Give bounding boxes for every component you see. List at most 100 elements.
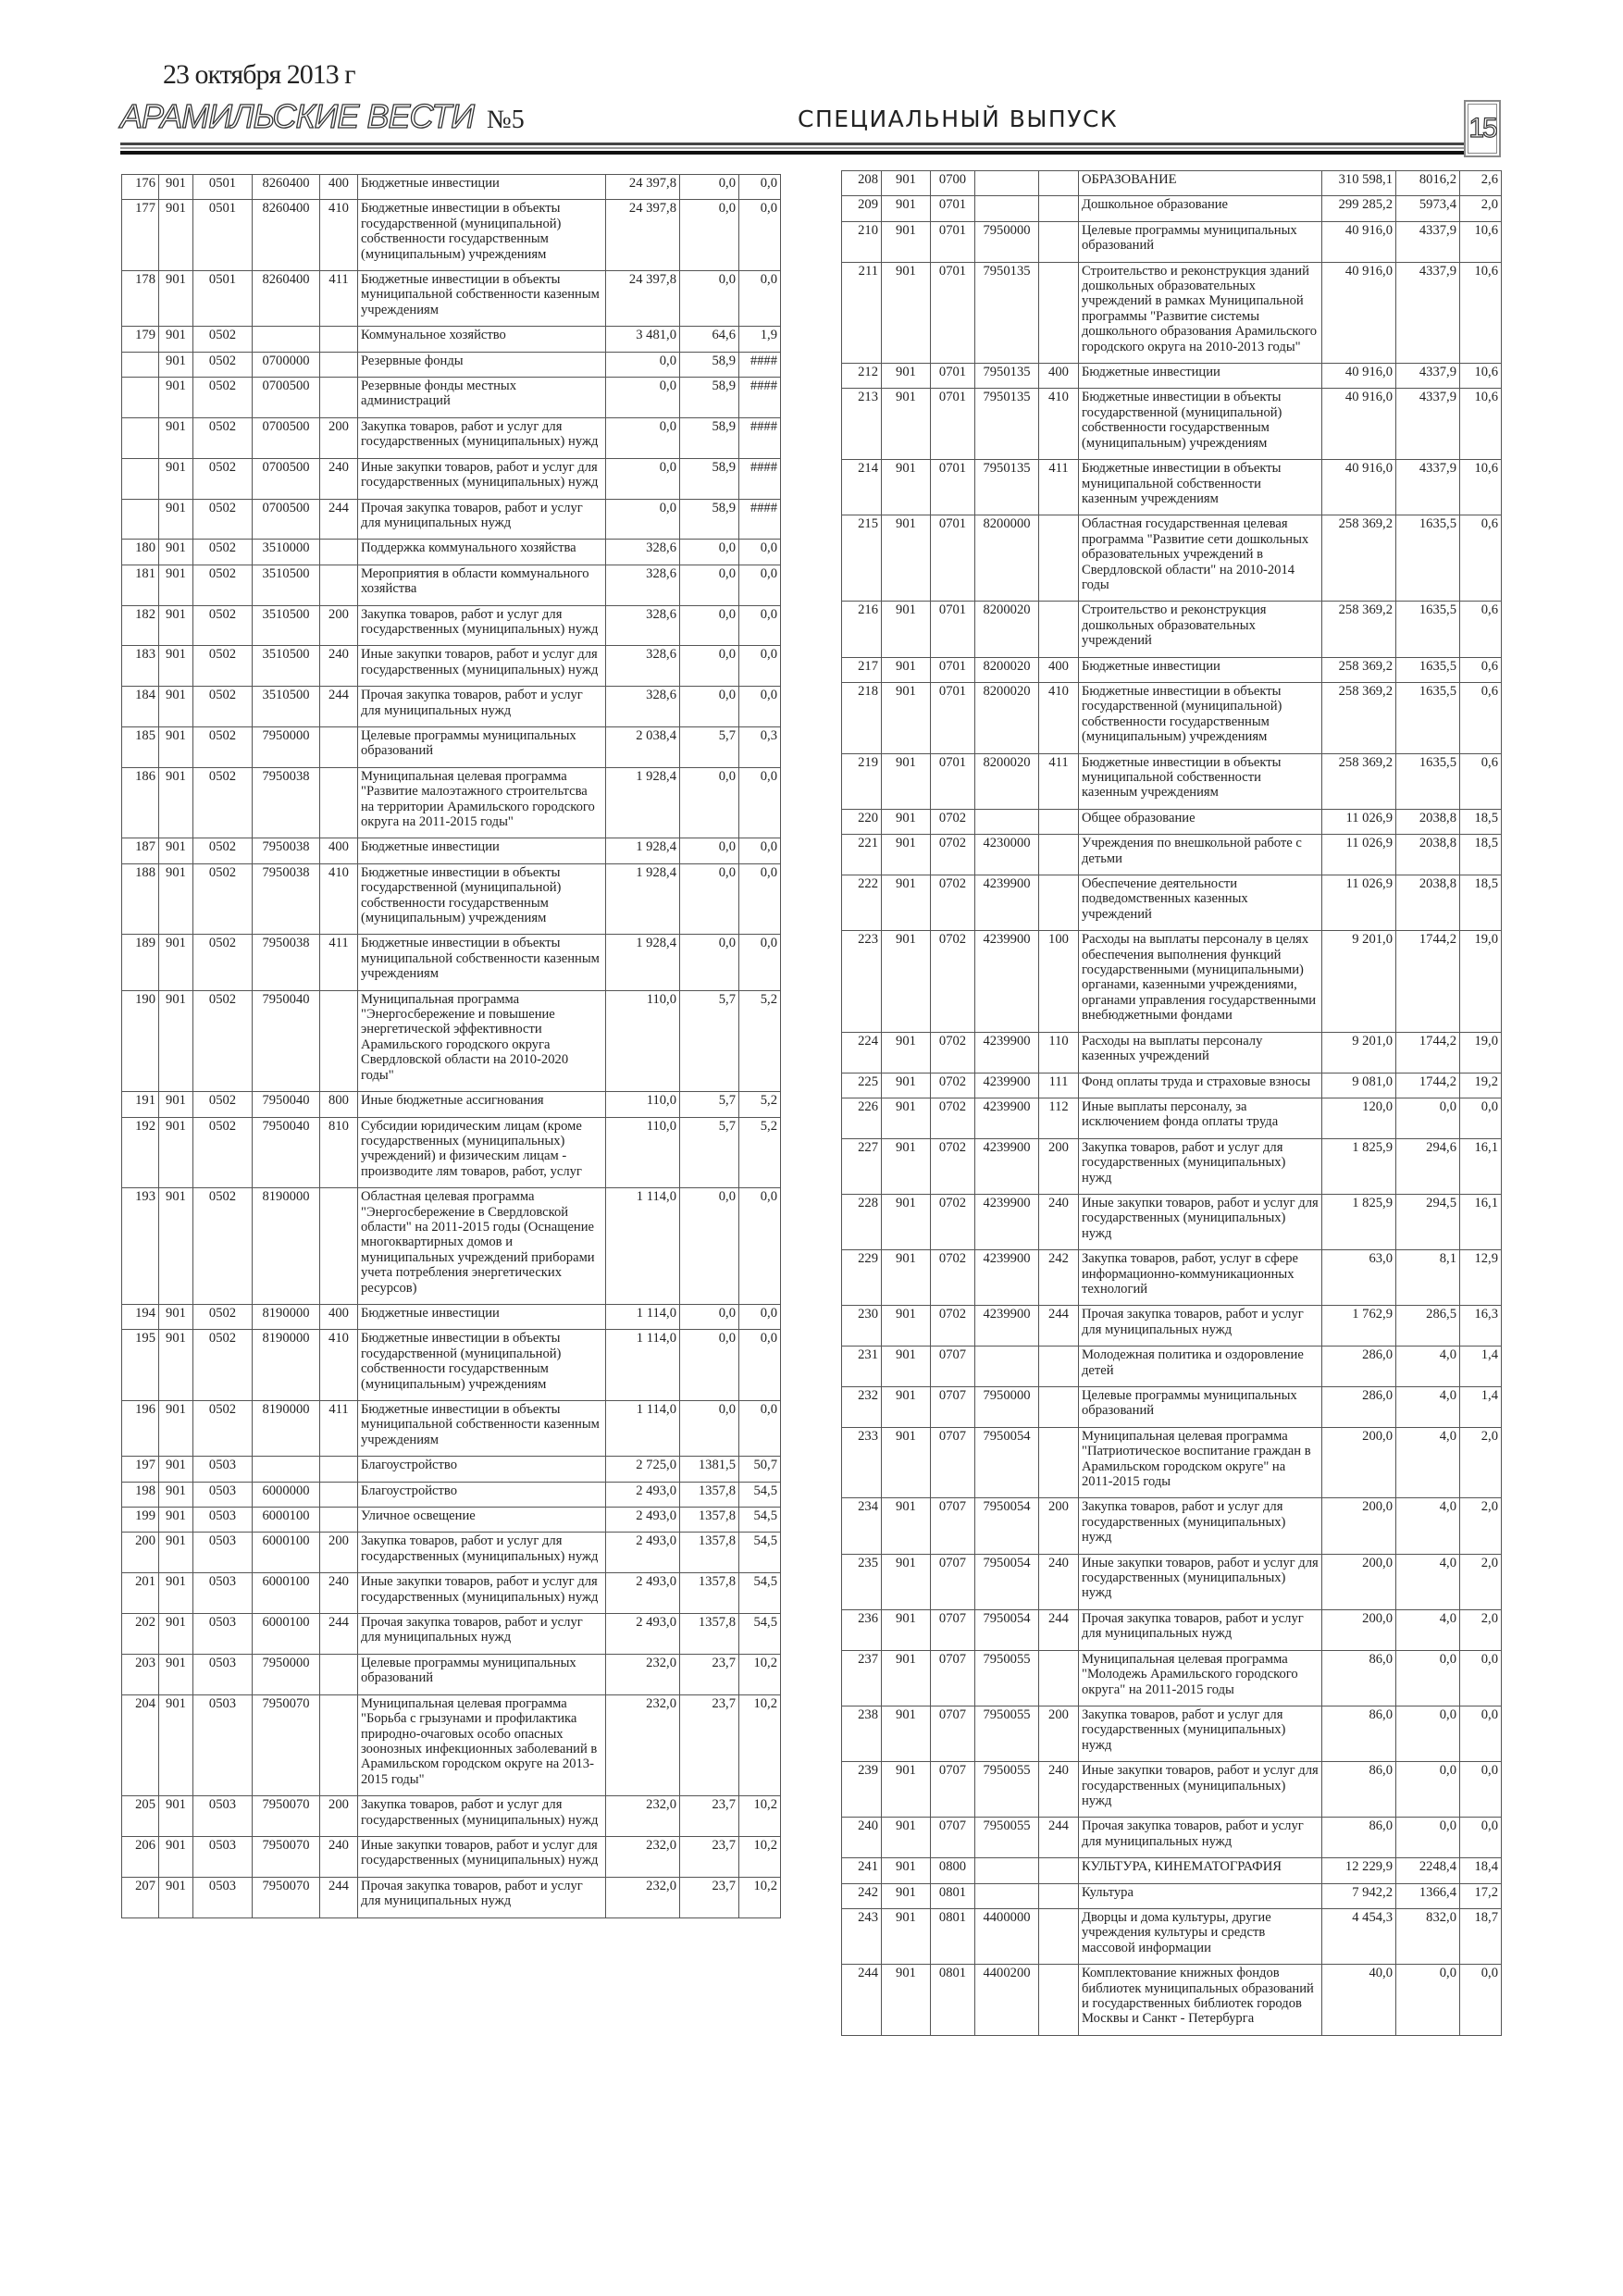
target-article (252, 326, 320, 353)
expense-type: 200 (319, 1532, 358, 1574)
section-code: 0503 (192, 1613, 253, 1655)
planned-amount: 2 493,0 (605, 1532, 680, 1574)
execution-percent: 19,0 (1459, 930, 1502, 1033)
target-article: 7950054 (974, 1553, 1039, 1610)
expense-type: 411 (319, 270, 358, 328)
expense-type (1038, 1649, 1079, 1706)
actual-amount: 1357,8 (679, 1481, 739, 1508)
item-name: Бюджетные инвестиции (357, 838, 606, 864)
planned-amount: 110,0 (605, 989, 680, 1093)
table-row: 178 901 0501 8260400 411 Бюджетные инвестиции… (121, 270, 781, 328)
table-row: 228 901 0702 4239900 240 Иные закупки товаров… (841, 1193, 1502, 1251)
row-number: 194 (121, 1303, 159, 1331)
item-name: Уличное освещение (357, 1507, 606, 1533)
item-name: Благоустройство (357, 1481, 606, 1508)
actual-amount: 8016,2 (1395, 169, 1460, 197)
expense-type (319, 1507, 358, 1533)
actual-amount: 58,9 (679, 498, 739, 540)
actual-amount: 0,0 (679, 539, 739, 565)
grbs-code: 901 (881, 1964, 931, 2036)
expense-type: 244 (1038, 1608, 1079, 1651)
actual-amount: 0,0 (679, 645, 739, 688)
planned-amount: 86,0 (1321, 1761, 1396, 1818)
grbs-code: 901 (881, 1608, 931, 1651)
table-row: 203 901 0503 7950000 Целевые программы муниц… (121, 1653, 781, 1695)
item-name: Бюджетные инвестиции в объекты муниципал… (1078, 459, 1322, 516)
actual-amount: 1744,2 (1395, 1072, 1460, 1098)
actual-amount: 0,0 (679, 863, 739, 936)
row-number: 236 (841, 1608, 882, 1651)
planned-amount: 110,0 (605, 1116, 680, 1189)
row-number (121, 498, 159, 540)
expense-type: 410 (319, 199, 358, 272)
target-article: 7950054 (974, 1426, 1039, 1499)
item-name: Бюджетные инвестиции в объекты муниципал… (357, 270, 606, 328)
target-article: 7950070 (252, 1876, 320, 1918)
expense-type (1038, 220, 1079, 263)
item-name: Бюджетные инвестиции (1078, 656, 1322, 683)
target-article (974, 1346, 1039, 1387)
row-number: 188 (121, 863, 159, 936)
target-article: 7950070 (252, 1795, 320, 1837)
grbs-code: 901 (158, 326, 193, 353)
expense-type (1038, 601, 1079, 658)
expense-type: 410 (1038, 388, 1079, 461)
actual-amount: 1357,8 (679, 1507, 739, 1533)
table-row: 241 901 0800 КУЛЬТУРА, КИНЕМАТОГРАФИЯ 12 229… (841, 1857, 1502, 1884)
grbs-code: 901 (158, 1876, 193, 1918)
planned-amount: 40 916,0 (1321, 388, 1396, 461)
actual-amount: 0,0 (679, 1329, 739, 1401)
execution-percent: 18,5 (1459, 834, 1502, 876)
planned-amount: 3 481,0 (605, 326, 680, 353)
section-code: 0503 (192, 1456, 253, 1483)
expense-type: 244 (319, 1613, 358, 1655)
item-name: Бюджетные инвестиции (1078, 363, 1322, 390)
item-name: Целевые программы муниципальных образова… (357, 1653, 606, 1695)
expense-type: 240 (1038, 1553, 1079, 1610)
table-row: 187 901 0502 7950038 400 Бюджетные инвестиции… (121, 838, 781, 864)
expense-type (1038, 1907, 1079, 1966)
grbs-code: 901 (158, 686, 193, 727)
expense-type (1038, 1964, 1079, 2036)
row-number: 224 (841, 1031, 882, 1074)
planned-amount: 232,0 (605, 1653, 680, 1695)
actual-amount: 1635,5 (1395, 681, 1460, 754)
target-article: 4239900 (974, 1031, 1039, 1074)
section-code: 0800 (930, 1857, 975, 1884)
row-number: 244 (841, 1964, 882, 2036)
table-row: 177 901 0501 8260400 410 Бюджетные инвестиции… (121, 199, 781, 272)
target-article: 7950000 (974, 220, 1039, 263)
expense-type (1038, 169, 1079, 197)
item-name: Иные закупки товаров, работ и услуг для … (1078, 1761, 1322, 1818)
item-name: Бюджетные инвестиции в объекты государст… (1078, 388, 1322, 461)
section-code: 0701 (930, 601, 975, 658)
row-number: 232 (841, 1386, 882, 1428)
expense-type (1038, 195, 1079, 222)
item-name: Закупка товаров, работ и услуг для госуд… (357, 604, 606, 647)
actual-amount: 0,0 (1395, 1097, 1460, 1139)
target-article: 7950070 (252, 1694, 320, 1797)
grbs-code: 901 (158, 1399, 193, 1458)
execution-percent: 0,0 (738, 863, 781, 936)
row-number: 222 (841, 875, 882, 932)
table-row: 901 0502 0700500 240 Иные закупки товаров, р… (121, 457, 781, 500)
table-row: 200 901 0503 6000100 200 Закупка товаров, раб… (121, 1532, 781, 1574)
item-name: КУЛЬТУРА, КИНЕМАТОГРАФИЯ (1078, 1857, 1322, 1884)
target-article: 4239900 (974, 875, 1039, 932)
execution-percent: 10,6 (1459, 261, 1502, 365)
execution-percent: 18,7 (1459, 1907, 1502, 1966)
actual-amount: 1744,2 (1395, 930, 1460, 1033)
table-row: 188 901 0502 7950038 410 Бюджетные инвестиции… (121, 863, 781, 936)
table-row: 224 901 0702 4239900 110 Расходы на выплаты п… (841, 1031, 1502, 1074)
planned-amount: 0,0 (605, 377, 680, 418)
planned-amount: 232,0 (605, 1876, 680, 1918)
grbs-code: 901 (881, 1817, 931, 1859)
target-article: 8190000 (252, 1187, 320, 1305)
table-row: 185 901 0502 7950000 Целевые программы муниц… (121, 726, 781, 768)
table-row: 223 901 0702 4239900 100 Расходы на выплаты п… (841, 930, 1502, 1033)
row-number: 214 (841, 459, 882, 516)
expense-type: 410 (1038, 681, 1079, 754)
actual-amount: 294,6 (1395, 1137, 1460, 1195)
grbs-code: 901 (881, 875, 931, 932)
row-number: 223 (841, 930, 882, 1033)
